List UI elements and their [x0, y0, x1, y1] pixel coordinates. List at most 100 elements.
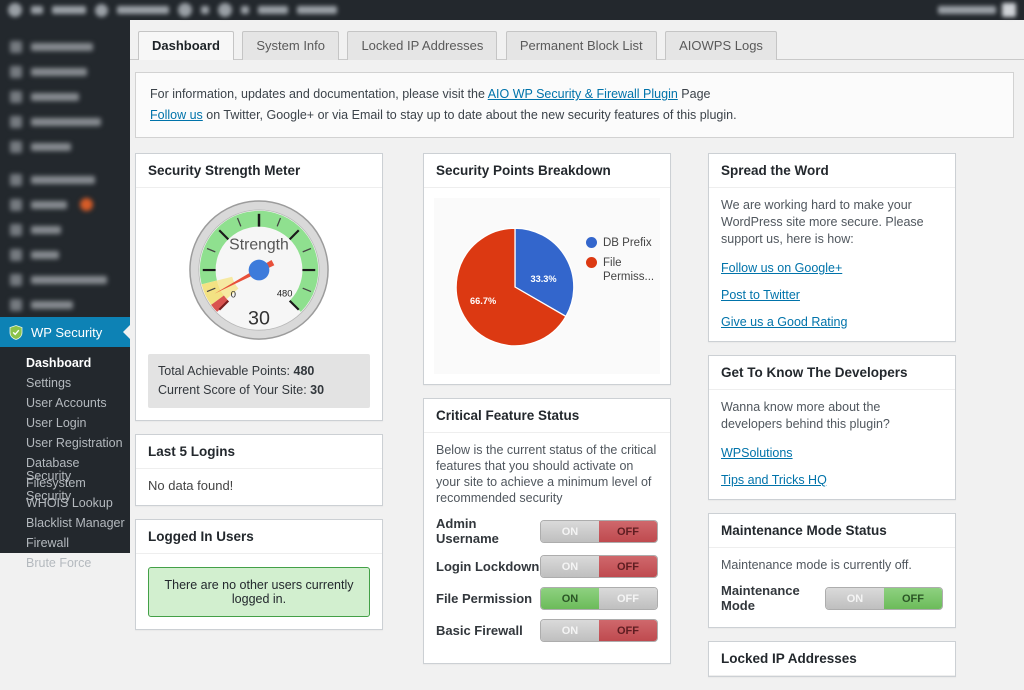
- widget-header[interactable]: Logged In Users: [136, 520, 382, 554]
- file-permission-toggle[interactable]: ON OFF: [540, 587, 658, 610]
- maintenance-mode-row: Maintenance Mode ON OFF: [721, 583, 943, 613]
- admin-bar-blurred-item[interactable]: [52, 6, 86, 14]
- current-menu-arrow: [123, 325, 130, 339]
- toggle-on-segment[interactable]: ON: [541, 520, 599, 542]
- admin-username-toggle[interactable]: ON OFF: [540, 519, 658, 543]
- shield-icon: [9, 324, 23, 340]
- widget-header[interactable]: Locked IP Addresses: [709, 642, 955, 676]
- column-2: Security Points Breakdown 33.3% 66.7% DB…: [423, 153, 671, 690]
- sidebar-blurred-item[interactable]: [0, 59, 130, 84]
- toggle-on-segment[interactable]: ON: [541, 556, 599, 577]
- updates-icon[interactable]: [218, 3, 232, 17]
- submenu-database-security[interactable]: Database Security: [26, 456, 80, 483]
- submenu-user-registration[interactable]: User Registration: [26, 436, 123, 450]
- submenu-user-login[interactable]: User Login: [26, 416, 87, 430]
- wordpress-logo-icon[interactable]: [8, 3, 22, 17]
- submenu-user-accounts[interactable]: User Accounts: [26, 396, 107, 410]
- menu-icon: [10, 65, 22, 78]
- pie-slice-db-prefix[interactable]: [514, 227, 575, 318]
- tab-dashboard[interactable]: Dashboard: [138, 31, 234, 60]
- tab-permanent-block-list[interactable]: Permanent Block List: [505, 31, 657, 60]
- maintenance-mode-toggle[interactable]: ON OFF: [825, 586, 943, 610]
- spread-word-text: We are working hard to make your WordPre…: [721, 198, 924, 246]
- menu-icon: [10, 115, 22, 128]
- submenu-dashboard[interactable]: Dashboard: [26, 356, 92, 370]
- wp-security-submenu: Dashboard Settings User Accounts User Lo…: [0, 347, 130, 577]
- toggle-on-segment[interactable]: ON: [826, 587, 884, 609]
- feature-row-login-lockdown: Login Lockdown ON OFF: [436, 555, 658, 578]
- legend-dot: [586, 237, 597, 248]
- submenu-filesystem-security[interactable]: Filesystem Security: [26, 476, 86, 503]
- admin-bar-blurred-icon[interactable]: [95, 3, 108, 17]
- admin-bar-account[interactable]: [938, 3, 1024, 17]
- basic-firewall-toggle[interactable]: ON OFF: [540, 619, 658, 642]
- toggle-off-segment[interactable]: OFF: [599, 620, 657, 641]
- admin-bar-left-items: [0, 3, 337, 17]
- widget-maintenance-mode-status: Maintenance Mode Status Maintenance mode…: [708, 513, 956, 628]
- submenu-blacklist-manager[interactable]: Blacklist Manager: [26, 516, 125, 530]
- widget-header[interactable]: Last 5 Logins: [136, 435, 382, 469]
- update-count-badge: [80, 198, 93, 211]
- sidebar-blurred-item-plugins[interactable]: [0, 192, 130, 217]
- menu-icon: [10, 273, 22, 286]
- sidebar-blurred-item[interactable]: [0, 134, 130, 159]
- widget-header[interactable]: Get To Know The Developers: [709, 356, 955, 390]
- toggle-on-segment[interactable]: ON: [541, 620, 599, 641]
- sidebar-blurred-item[interactable]: [0, 217, 130, 242]
- menu-icon: [10, 140, 22, 153]
- toggle-off-segment[interactable]: OFF: [599, 520, 657, 542]
- widget-header[interactable]: Spread the Word: [709, 154, 955, 188]
- login-lockdown-toggle[interactable]: ON OFF: [540, 555, 658, 578]
- submenu-whois-lookup[interactable]: WHOIS Lookup: [26, 496, 113, 510]
- sidebar-blurred-menu: [0, 20, 130, 317]
- legend-label: File Permiss...: [603, 257, 655, 283]
- pie-chart-area: 33.3% 66.7% DB Prefix File Permiss...: [434, 198, 660, 374]
- sidebar-item-wp-security[interactable]: WP Security: [0, 317, 130, 347]
- menu-icon: [10, 198, 22, 211]
- tab-system-info[interactable]: System Info: [242, 31, 339, 60]
- wpsolutions-link[interactable]: WPSolutions: [721, 446, 793, 460]
- security-menu-blurred-item[interactable]: [297, 6, 337, 14]
- pie-slice-file-permission[interactable]: [455, 227, 567, 347]
- tab-locked-ip-addresses[interactable]: Locked IP Addresses: [347, 31, 498, 60]
- tips-tricks-hq-link[interactable]: Tips and Tricks HQ: [721, 473, 827, 487]
- new-menu-blurred-item[interactable]: [258, 6, 288, 14]
- admin-bar-blurred-item[interactable]: [31, 6, 43, 14]
- submenu-firewall[interactable]: Firewall: [26, 536, 70, 550]
- post-to-twitter-link[interactable]: Post to Twitter: [721, 288, 800, 302]
- widget-header[interactable]: Security Points Breakdown: [424, 154, 670, 188]
- gauge-min-label: 0: [231, 290, 236, 300]
- toggle-off-segment[interactable]: OFF: [599, 588, 657, 609]
- sidebar-blurred-item[interactable]: [0, 267, 130, 292]
- widget-critical-feature-status: Critical Feature Status Below is the cur…: [423, 398, 671, 664]
- tab-aiowps-logs[interactable]: AIOWPS Logs: [665, 31, 777, 60]
- admin-bar-blurred-item[interactable]: [117, 6, 169, 14]
- submenu-brute-force[interactable]: Brute Force: [26, 556, 92, 570]
- follow-us-link[interactable]: Follow us: [150, 108, 203, 122]
- admin-bar-blurred-item[interactable]: [201, 6, 209, 14]
- plugin-page-link[interactable]: AIO WP Security & Firewall Plugin: [487, 87, 678, 101]
- comments-bubble-icon[interactable]: [178, 3, 192, 17]
- admin-bar: [0, 0, 1024, 20]
- gauge-hub: [248, 259, 270, 281]
- follow-google-plus-link[interactable]: Follow us on Google+: [721, 261, 843, 275]
- widget-header[interactable]: Critical Feature Status: [424, 399, 670, 433]
- admin-bar-blurred-item[interactable]: [241, 6, 249, 14]
- gauge-max-label: 480: [277, 289, 293, 299]
- good-rating-link[interactable]: Give us a Good Rating: [721, 315, 848, 329]
- sidebar-blurred-item[interactable]: [0, 34, 130, 59]
- sidebar-blurred-item[interactable]: [0, 242, 130, 267]
- sidebar-blurred-item[interactable]: [0, 109, 130, 134]
- howdy-user-blurred-label: [938, 6, 996, 14]
- toggle-on-segment[interactable]: ON: [541, 588, 599, 609]
- submenu-settings[interactable]: Settings: [26, 376, 72, 390]
- sidebar-blurred-item[interactable]: [0, 84, 130, 109]
- toggle-off-segment[interactable]: OFF: [599, 556, 657, 577]
- widget-header[interactable]: Security Strength Meter: [136, 154, 382, 188]
- sidebar-blurred-item[interactable]: [0, 167, 130, 192]
- main-content: Dashboard System Info Locked IP Addresse…: [130, 20, 1024, 677]
- sidebar-blurred-item[interactable]: [0, 292, 130, 317]
- widget-header[interactable]: Maintenance Mode Status: [709, 514, 955, 548]
- toggle-off-segment[interactable]: OFF: [884, 587, 942, 609]
- developers-text: Wanna know more about the developers beh…: [721, 400, 890, 431]
